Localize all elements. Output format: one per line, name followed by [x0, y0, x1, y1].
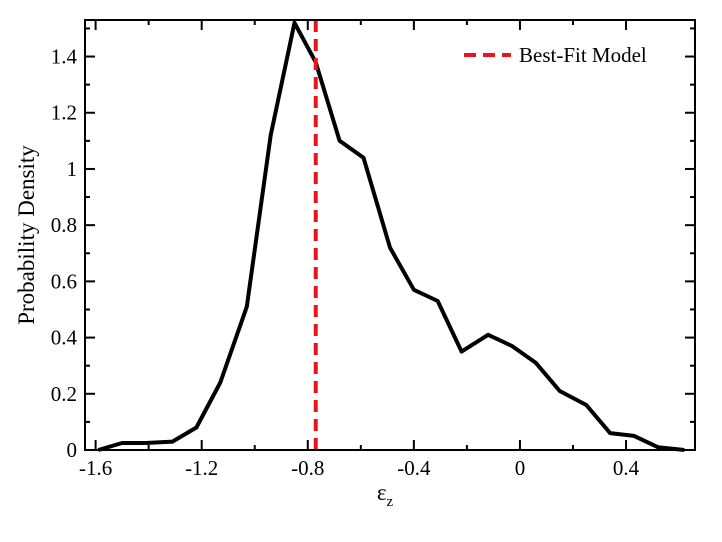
y-tick-label: 0.8 — [51, 213, 77, 237]
legend-label-best-fit: Best-Fit Model — [519, 43, 647, 67]
x-tick-label: -1.2 — [185, 456, 218, 480]
y-axis-ticks: 0 0.2 0.4 0.6 0.8 1 1.2 1.4 — [51, 27, 695, 462]
x-tick-label: -1.6 — [79, 456, 112, 480]
y-tick-label: 1.4 — [51, 45, 78, 69]
y-tick-label: 0.2 — [51, 382, 77, 406]
x-tick-label: -0.4 — [397, 456, 431, 480]
x-axis-title: εz — [377, 480, 394, 510]
plot-content — [97, 20, 685, 452]
x-axis-title-main: ε — [377, 480, 387, 505]
x-tick-label: 0.4 — [613, 456, 640, 480]
y-tick-label: 1 — [67, 157, 78, 181]
x-axis-ticks: -1.6 -1.2 -0.8 -0.4 0 0.4 — [79, 20, 640, 480]
legend: Best-Fit Model — [464, 43, 647, 67]
x-tick-label: 0 — [515, 456, 526, 480]
plot-frame — [84, 19, 696, 451]
y-tick-label: 0.4 — [51, 326, 78, 350]
y-tick-label: 0.6 — [51, 269, 77, 293]
y-tick-label: 0 — [67, 438, 78, 462]
density-curve — [97, 20, 685, 452]
x-tick-label: -0.8 — [291, 456, 324, 480]
y-axis-title: Probability Density — [14, 145, 39, 325]
y-tick-label: 1.2 — [51, 101, 77, 125]
x-axis-title-subscript: z — [387, 494, 394, 510]
